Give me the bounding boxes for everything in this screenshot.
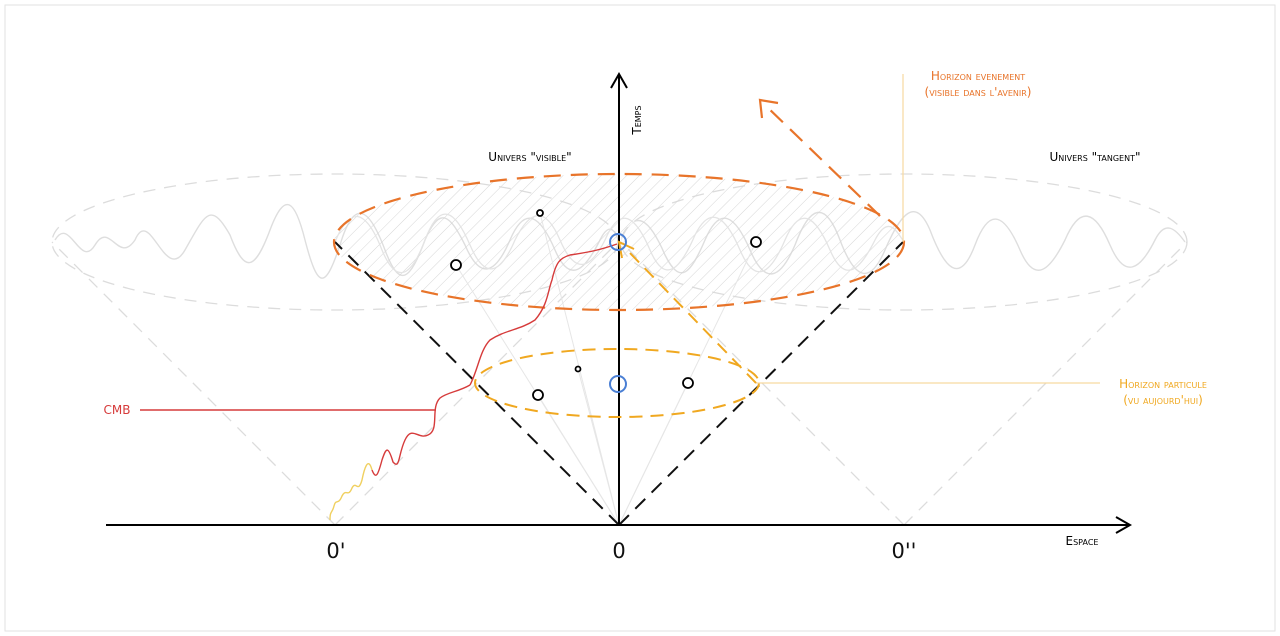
cmb-wave-faded: [329, 463, 373, 521]
observer-past-marker: [609, 375, 627, 393]
event-horizon-label-line2: (visible dans l'avenir): [925, 85, 1032, 99]
event-horizon-arrow: [758, 98, 881, 217]
galaxy-marker: [532, 389, 544, 401]
event-horizon-label-line1: Horizon evenement: [931, 69, 1025, 83]
time-axis-arrow: [610, 71, 628, 89]
time-axis-label: Temps: [630, 105, 644, 135]
galaxy-marker: [682, 377, 694, 389]
galaxy-marker: [574, 365, 582, 373]
space-axis-arrow: [1115, 516, 1133, 534]
past-light-cone: [334, 241, 904, 526]
observer-now-marker: [609, 233, 627, 251]
particle-horizon-ellipse: [474, 348, 760, 418]
visible-wave: [334, 213, 904, 274]
galaxies: [450, 209, 762, 401]
origin-right-label: 0'': [892, 539, 917, 563]
particle-horizon-arrow: [617, 240, 757, 384]
cmb-wave: [469, 243, 618, 386]
particle-horizon-label-line2: (vu aujourd'hui): [1123, 393, 1203, 407]
axes: [106, 71, 1133, 534]
frame-border: [4, 4, 1276, 632]
origin-left-label: 0': [326, 539, 345, 563]
cmb-label: CMB: [104, 403, 131, 417]
tangent-universe-label: Univers "tangent": [1050, 150, 1141, 164]
cmb-wave-lower: [371, 384, 471, 476]
particle-horizon-label-line1: Horizon particule: [1119, 377, 1207, 391]
galaxy-marker: [750, 236, 762, 248]
visible-universe-label: Univers "visible": [488, 150, 571, 164]
galaxy-marker: [450, 259, 462, 271]
space-axis-label: Espace: [1066, 534, 1099, 548]
galaxy-marker: [536, 209, 544, 217]
event-horizon-ellipse: [332, 172, 906, 312]
origin-center-label: 0: [612, 539, 625, 563]
